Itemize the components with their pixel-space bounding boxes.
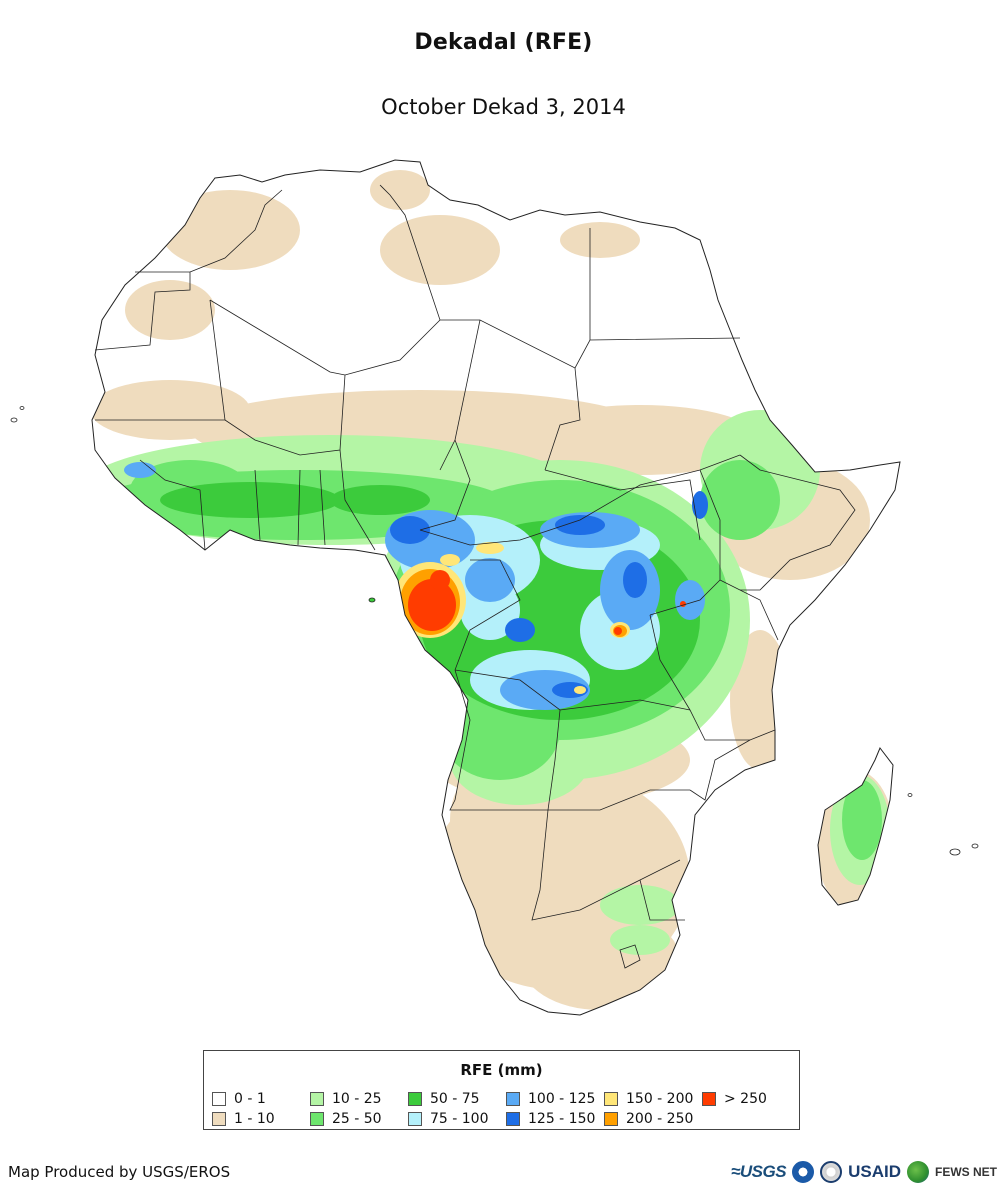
agency-logos: ≈USGS USAID FEWS NET [731, 1158, 997, 1186]
legend-label: 75 - 100 [430, 1111, 489, 1127]
legend-swatch [310, 1112, 324, 1126]
legend-item: 100 - 125 [506, 1089, 604, 1109]
usaid-seal-icon [820, 1161, 843, 1183]
legend-item: 10 - 25 [310, 1089, 408, 1109]
legend-swatch [212, 1092, 226, 1106]
legend-label: 0 - 1 [234, 1091, 266, 1107]
legend-item: 150 - 200 [604, 1089, 702, 1109]
usaid-logo: USAID [848, 1162, 901, 1181]
legend-label: 200 - 250 [626, 1111, 694, 1127]
legend-swatch [506, 1092, 520, 1106]
map-subtitle: October Dekad 3, 2014 [381, 95, 626, 119]
fews-globe-icon [907, 1161, 929, 1183]
legend-swatch [408, 1112, 422, 1126]
legend-label: 125 - 150 [528, 1111, 596, 1127]
legend-item: 75 - 100 [408, 1109, 506, 1129]
legend-swatch [604, 1092, 618, 1106]
legend-swatch [702, 1092, 716, 1106]
legend-item: 200 - 250 [604, 1109, 702, 1129]
africa-rainfall-map [10, 159, 979, 1016]
legend-label: > 250 [724, 1091, 767, 1107]
legend-swatch [408, 1092, 422, 1106]
legend-item: 0 - 1 [212, 1089, 310, 1109]
legend-swatch [506, 1112, 520, 1126]
legend-swatch [604, 1112, 618, 1126]
legend-label: 25 - 50 [332, 1111, 382, 1127]
madagascar-rainfall [818, 770, 893, 905]
legend-label: 50 - 75 [430, 1091, 480, 1107]
islands [10, 406, 979, 856]
legend-swatch [212, 1112, 226, 1126]
legend-label: 150 - 200 [626, 1091, 694, 1107]
legend: RFE (mm) 0 - 1 1 - 10 10 - 25 25 - 50 50… [203, 1050, 800, 1130]
noaa-logo-icon [792, 1161, 815, 1183]
legend-item: 1 - 10 [212, 1109, 310, 1129]
legend-label: 1 - 10 [234, 1111, 275, 1127]
legend-item: 25 - 50 [310, 1109, 408, 1129]
legend-item: > 250 [702, 1089, 792, 1109]
legend-title: RFE (mm) [460, 1061, 543, 1079]
map-title: Dekadal (RFE) [414, 30, 593, 55]
legend-grid: 0 - 1 1 - 10 10 - 25 25 - 50 50 - 75 75 … [212, 1089, 792, 1129]
legend-label: 100 - 125 [528, 1091, 596, 1107]
legend-item: 50 - 75 [408, 1089, 506, 1109]
legend-label: 10 - 25 [332, 1091, 382, 1107]
country-borders [94, 184, 856, 969]
fews-net-logo: FEWS NET [935, 1165, 997, 1179]
credit-text: Map Produced by USGS/EROS [8, 1163, 231, 1181]
usgs-logo: ≈USGS [731, 1162, 787, 1181]
legend-swatch [310, 1092, 324, 1106]
legend-item: 125 - 150 [506, 1109, 604, 1129]
